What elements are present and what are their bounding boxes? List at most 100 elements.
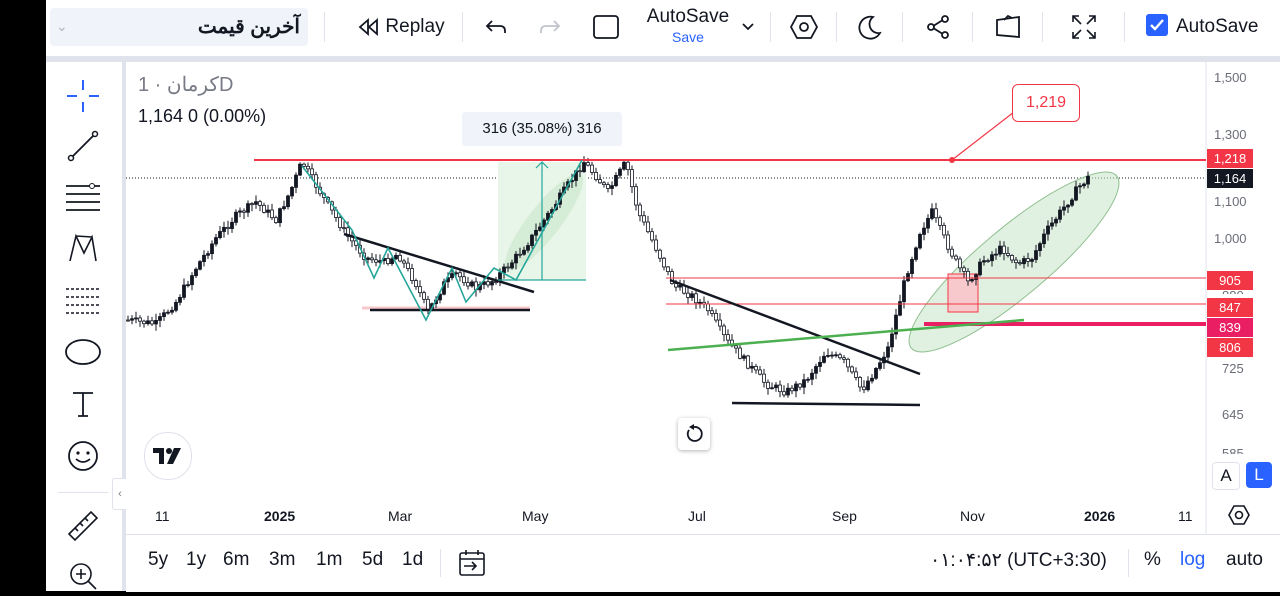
fullscreen-button[interactable] (1064, 8, 1104, 46)
price-label: 725 (1222, 361, 1244, 376)
range-1m-button[interactable]: 1m (316, 549, 343, 570)
candle (734, 344, 738, 354)
candle (954, 254, 958, 262)
candle-body (578, 170, 582, 173)
candle (874, 367, 878, 381)
pattern-tool[interactable] (63, 228, 103, 268)
symbol-search[interactable]: ⌄ آخرین قیمت (50, 8, 308, 46)
candle-body (934, 208, 938, 219)
autosave-checkbox[interactable] (1146, 14, 1168, 36)
candle (662, 256, 666, 271)
candle (962, 265, 966, 279)
candle-body (138, 317, 142, 322)
candle (1042, 228, 1046, 248)
clock-label[interactable]: ۰۱:۰۴:۵۲ (UTC+3:30) (930, 550, 1107, 571)
layout-button[interactable] (588, 8, 624, 46)
candle-body (398, 254, 402, 262)
candle-body (966, 270, 970, 282)
layout-dropdown[interactable] (736, 8, 760, 46)
candle-body (594, 171, 598, 180)
candle (254, 195, 258, 209)
pattern-icon (69, 233, 97, 262)
log-scale-button[interactable]: L (1246, 462, 1272, 488)
crosshair-tool[interactable] (63, 76, 103, 116)
candle-body (614, 174, 618, 186)
price-label: 1,000 (1214, 231, 1247, 246)
candle-body (254, 201, 258, 205)
candle-body (662, 257, 666, 268)
candle-body (218, 231, 222, 239)
trendline-tool[interactable] (63, 126, 103, 166)
candle-body (214, 237, 218, 245)
candle-body (490, 281, 494, 286)
candle (870, 374, 874, 384)
candle (190, 272, 194, 291)
save-layout-button[interactable]: AutoSave Save (638, 6, 738, 45)
callout-label[interactable]: 1,219 (1012, 84, 1080, 122)
candle (850, 365, 854, 374)
redo-button[interactable] (532, 8, 568, 46)
candle (1074, 181, 1078, 202)
candle-body (762, 373, 766, 383)
candle (966, 267, 970, 286)
auto-scale-button[interactable]: A (1212, 462, 1240, 490)
range-3m-button[interactable]: 3m (269, 549, 296, 570)
go-to-date-button[interactable] (458, 549, 486, 582)
calendar-icon (459, 550, 485, 576)
chart-settings-button[interactable] (1228, 504, 1250, 531)
logo-icon[interactable] (144, 432, 192, 480)
fib-tool[interactable] (63, 178, 103, 218)
undo-button[interactable] (478, 8, 514, 46)
text-tool[interactable] (63, 384, 103, 424)
candle (754, 363, 758, 374)
candle (906, 270, 910, 283)
range-1d-button[interactable]: 1d (402, 549, 424, 570)
candle-body (914, 247, 918, 260)
candle (222, 221, 226, 238)
reset-chart-button[interactable] (678, 418, 710, 450)
auto-button[interactable]: auto (1226, 549, 1263, 570)
symbol-legend[interactable]: کرمان · 1D (138, 74, 234, 96)
candle-body (646, 221, 650, 233)
candle (402, 258, 406, 269)
candle-body (190, 275, 194, 286)
candle-body (250, 203, 254, 206)
range-5y-button[interactable]: 5y (148, 549, 169, 570)
chevron-down-icon: ⌄ (56, 18, 68, 34)
snapshot-button[interactable] (988, 8, 1028, 46)
candle (154, 313, 158, 331)
autosave-checkbox-label[interactable]: AutoSave (1176, 16, 1259, 37)
projection-tool[interactable] (63, 280, 103, 320)
candle-body (198, 261, 202, 270)
emoji-tool[interactable] (63, 436, 103, 476)
log-button[interactable]: log (1180, 549, 1206, 570)
measure-tool[interactable] (63, 506, 103, 546)
range-1y-button[interactable]: 1y (186, 549, 207, 570)
range-5d-button[interactable]: 5d (362, 549, 384, 570)
candle-body (394, 254, 398, 260)
range-6m-button[interactable]: 6m (223, 549, 250, 570)
candle (994, 248, 998, 260)
candle-body (1026, 258, 1030, 262)
time-label: Nov (960, 508, 985, 524)
zoom-tool[interactable] (63, 556, 103, 596)
candle-body (538, 226, 542, 231)
time-label: Sep (832, 508, 857, 524)
candle-body (510, 262, 514, 269)
candle-body (890, 333, 894, 348)
candle (634, 183, 638, 211)
ellipse-tool[interactable] (63, 332, 103, 372)
candle (238, 207, 242, 218)
percent-button[interactable]: % (1144, 549, 1161, 570)
indicators-button[interactable] (784, 8, 824, 46)
candle (394, 252, 398, 260)
chart-area[interactable]: کرمان · 1D 1,164 0 (0.00%) 316 (35.08%) … (126, 62, 1280, 534)
replay-button[interactable]: Replay (356, 8, 446, 46)
price-chart[interactable] (126, 62, 1280, 534)
price-label: 645 (1222, 407, 1244, 422)
share-button[interactable] (918, 8, 958, 46)
trendline-icon (67, 130, 99, 162)
candle (534, 223, 538, 242)
theme-button[interactable] (850, 8, 890, 46)
candle (490, 279, 494, 291)
